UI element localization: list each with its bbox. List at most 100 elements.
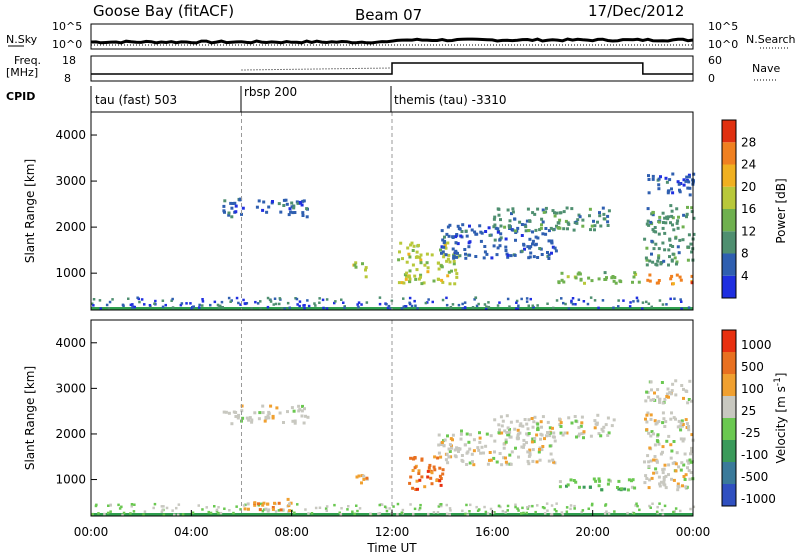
echo-cell [692, 216, 696, 220]
echo-cell [314, 506, 318, 510]
echo-cell [569, 478, 573, 482]
echo-cell [185, 302, 188, 305]
echo-cell [418, 256, 422, 259]
echo-cell [533, 415, 537, 419]
echo-cell [509, 462, 513, 466]
echo-cell [120, 505, 123, 509]
echo-cell [578, 215, 582, 219]
echo-cell [343, 305, 346, 308]
echo-cell [500, 424, 504, 428]
echo-cell [177, 503, 181, 506]
echo-cell [657, 232, 661, 236]
echo-cell [497, 207, 501, 211]
echo-cell [546, 420, 550, 424]
echo-cell [631, 280, 634, 284]
echo-cell [354, 261, 358, 265]
echo-cell [538, 458, 542, 462]
echo-cell [678, 190, 682, 194]
echo-cell [506, 253, 510, 257]
echo-cell [461, 223, 465, 227]
echo-cell [569, 504, 573, 507]
echo-cell [385, 303, 388, 306]
echo-cell [538, 228, 542, 232]
echo-cell [547, 431, 551, 435]
echo-cell [267, 412, 271, 416]
echo-cell [109, 510, 112, 513]
echo-cell [472, 449, 476, 453]
echo-cell [416, 307, 419, 310]
echo-cell [450, 446, 454, 450]
echo-cell [541, 220, 545, 224]
echo-cell [536, 207, 540, 211]
echo-cell [529, 297, 532, 301]
echo-cell [645, 428, 649, 432]
echo-cell [516, 434, 520, 438]
echo-cell [408, 255, 412, 259]
echo-cell [506, 426, 510, 430]
cpid-segment-1: rbsp 200 [244, 85, 297, 99]
echo-cell [227, 411, 231, 415]
echo-cell [296, 503, 299, 506]
echo-cell [284, 198, 288, 202]
x-tick-label: 12:00 [375, 525, 410, 539]
echo-cell [676, 245, 680, 249]
echo-cell [274, 302, 278, 306]
echo-cell [558, 226, 562, 230]
echo-cell [219, 304, 222, 308]
echo-cell [681, 225, 685, 229]
echo-cell [256, 302, 260, 305]
echo-cell [587, 507, 590, 510]
colorbar-tick-label: 20 [741, 180, 756, 194]
echo-cell [516, 307, 520, 310]
echo-cell [671, 461, 675, 465]
echo-cell [259, 307, 262, 310]
echo-cell [231, 202, 235, 205]
echo-cell [302, 199, 306, 203]
echo-cell [544, 206, 548, 210]
echo-cell [493, 215, 497, 219]
echo-cell [297, 404, 301, 408]
echo-cell [303, 306, 306, 310]
echo-cell [658, 215, 662, 219]
colorbar-tick-label: 16 [741, 202, 756, 216]
echo-cell [531, 239, 535, 243]
echo-cell [657, 187, 661, 191]
echo-cell [673, 510, 676, 513]
echo-cell [246, 507, 250, 511]
echo-cell [532, 440, 536, 444]
echo-cell [261, 404, 265, 408]
echo-cell [240, 409, 244, 413]
echo-cell [528, 255, 532, 259]
echo-cell [369, 512, 372, 516]
echo-cell [683, 478, 687, 481]
echo-cell [409, 475, 413, 479]
echo-cell [358, 507, 362, 510]
echo-cell [534, 510, 537, 514]
echo-cell [364, 266, 368, 270]
echo-cell [277, 501, 281, 505]
echo-cell [661, 221, 665, 224]
echo-cell [613, 510, 616, 513]
echo-cell [508, 219, 512, 223]
echo-cell [617, 299, 620, 302]
echo-cell [690, 206, 694, 210]
echo-cell [440, 441, 444, 444]
echo-cell [620, 487, 624, 491]
echo-cell [305, 207, 309, 211]
echo-cell [262, 508, 266, 511]
echo-cell [493, 511, 496, 514]
echo-cell [154, 299, 157, 303]
echo-cell [657, 183, 661, 187]
echo-cell [558, 218, 562, 222]
echo-cell [438, 479, 442, 483]
echo-cell [264, 507, 268, 511]
echo-cell [301, 199, 305, 203]
echo-cell [233, 201, 237, 205]
echo-cell [515, 301, 518, 304]
x-tick-label: 00:00 [676, 525, 711, 539]
echo-cell [661, 450, 664, 454]
echo-cell [527, 229, 531, 232]
echo-cell [455, 272, 459, 276]
echo-cell [657, 419, 661, 423]
echo-cell [580, 421, 584, 425]
